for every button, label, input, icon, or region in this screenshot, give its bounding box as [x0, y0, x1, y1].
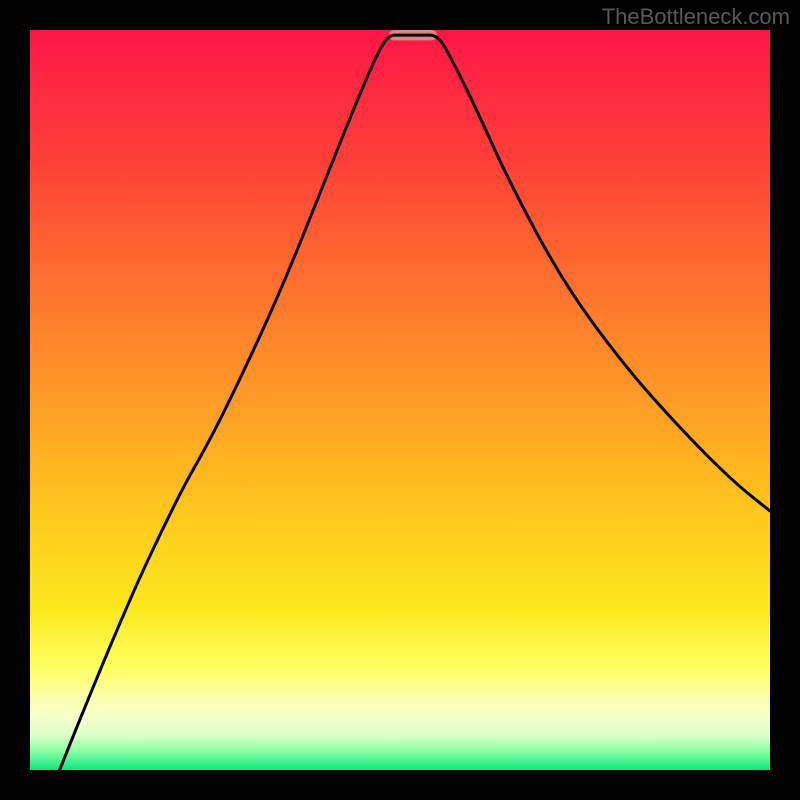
chart-background: [30, 30, 770, 770]
watermark-text: TheBottleneck.com: [602, 4, 790, 30]
chart-container: TheBottleneck.com: [0, 0, 800, 800]
bottleneck-chart: [0, 0, 800, 800]
